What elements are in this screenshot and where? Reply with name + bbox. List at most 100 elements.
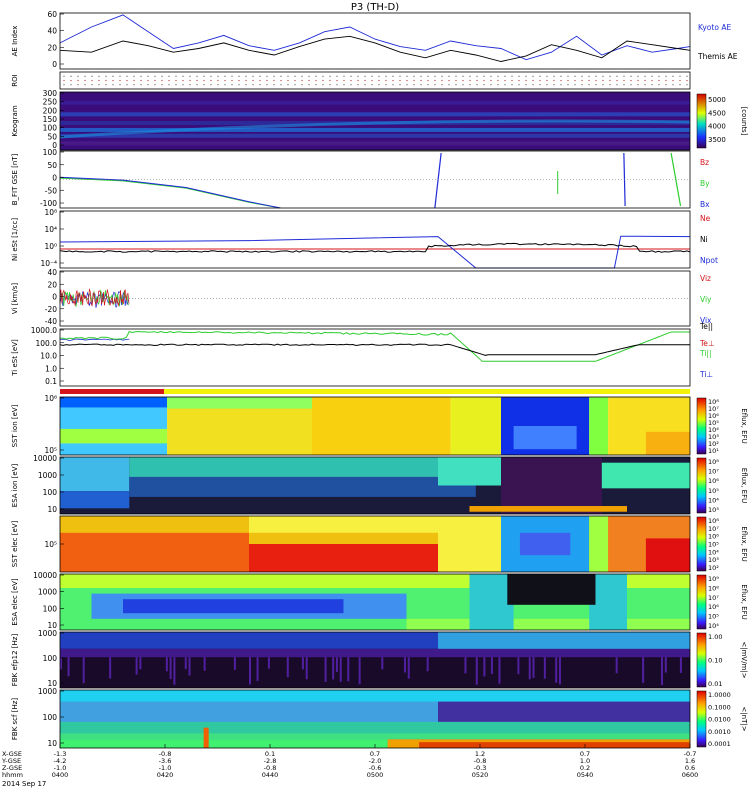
esa-elec-panel-ylabel: ESA elec [eV] xyxy=(11,578,19,625)
sst-ion-heatmap xyxy=(60,397,690,455)
fbk-scm-panel-ylabel: FBK scf [Hz] xyxy=(11,698,19,740)
ae-panel-ytick: 60 xyxy=(47,10,57,19)
bfield-panel-ytick: 50 xyxy=(47,161,57,170)
velocity-panel-ytick: 20 xyxy=(47,280,57,289)
density-series-2 xyxy=(60,243,690,252)
sst-elec-heatmap xyxy=(60,516,690,572)
fbk-e12-panel-ytick: 1000 xyxy=(38,629,57,638)
esa-elec-panel-ytick: 10000 xyxy=(33,571,57,580)
temp-series-ti-par xyxy=(60,332,690,362)
esa_ion-cbar-tick: 10³ xyxy=(708,506,719,514)
xaxis-value: 0540 xyxy=(577,771,594,779)
esa-ion-panel-ytick: 1000 xyxy=(38,471,57,480)
bfield-legend-bz: Bz xyxy=(700,158,709,167)
xaxis-row-label: hhmm xyxy=(2,771,23,779)
density-panel-ylabel: Ni eSt [1/cc] xyxy=(11,218,19,261)
sst-elec-panel-ytick: 10⁵ xyxy=(44,540,57,549)
keogram-panel-ytick: 150 xyxy=(43,115,58,124)
esa_elec-colorbar xyxy=(697,575,706,629)
esa_ion-colorbar xyxy=(697,458,706,513)
temperature-panel-ytick: 1000.0 xyxy=(31,326,57,335)
esa_elec-cbar-tick: 10⁸ xyxy=(708,584,719,592)
fbk-scm-panel-ytick: 10 xyxy=(47,739,57,748)
esa_elec-cbar-tick: 10⁵ xyxy=(708,613,719,621)
fbk_scm-cbar-tick: 0.0100 xyxy=(708,716,731,724)
esa_ion-cbar-tick: 10⁸ xyxy=(708,458,719,466)
bfield-spike xyxy=(435,153,441,208)
legend-themis-ae: Themis AE xyxy=(697,52,738,61)
keogram-panel-ytick: 200 xyxy=(43,106,58,115)
velocity-legend-viy: Viy xyxy=(700,295,712,304)
esa-ion-panel-ylabel: ESA ion [eV] xyxy=(11,464,19,508)
ae-series-1 xyxy=(60,36,690,61)
esa-ion-panel-ytick: 100 xyxy=(43,488,58,497)
xaxis-value: 0600 xyxy=(682,771,699,779)
ae-panel-ytick: 40 xyxy=(47,27,57,36)
roi-panel-ylabel: ROI xyxy=(11,74,19,86)
bfield-series-2 xyxy=(60,177,281,208)
sst_elec-cbar-tick: 10² xyxy=(708,564,719,572)
xaxis-value: 0420 xyxy=(157,771,174,779)
bfield-legend-by: By xyxy=(700,179,710,188)
xaxis-value: 0440 xyxy=(262,771,279,779)
sst_elec-cbar-tick: 10³ xyxy=(708,556,719,564)
xaxis-value: 0400 xyxy=(52,771,69,779)
esa_ion-cbar-tick: 10⁴ xyxy=(708,496,719,504)
temp-series-te xyxy=(60,344,690,355)
esa_elec-cbar-tick: 10⁴ xyxy=(708,622,719,630)
sst_elec-colorbar xyxy=(697,517,706,571)
temperature-panel-ytick: 0.1 xyxy=(45,377,57,386)
density-panel-frame xyxy=(60,211,690,268)
keogram-heatmap xyxy=(60,92,690,150)
keogram-panel-ytick: 300 xyxy=(43,89,58,98)
sst-elec-panel-ylabel: SST elec [eV] xyxy=(11,520,19,567)
fbk-scm-heatmap xyxy=(60,690,690,748)
ae-panel-ytick: 0 xyxy=(52,60,57,69)
temp-legend-2: Ti|| xyxy=(699,349,712,358)
ae-panel-ytick: 20 xyxy=(47,43,57,52)
fbk_scm-colorbar xyxy=(697,691,706,747)
sst_elec-cbar-tick: 10⁶ xyxy=(708,533,719,541)
fbk_scm-cbar-tick: 0.0010 xyxy=(708,728,731,736)
density-legend-ne: Ne xyxy=(700,214,711,223)
esa_ion-cbar-tick: 10⁵ xyxy=(708,487,719,495)
fbk-e12-panel-ytick: 100 xyxy=(43,654,58,663)
esa_elec-cbar-tick: 10⁹ xyxy=(708,575,719,583)
velocity-panel-ytick: 0 xyxy=(52,293,57,302)
esa-elec-panel-ytick: 100 xyxy=(43,604,58,613)
density-panel-ytick: 10⁸ xyxy=(44,208,57,217)
fbk_e12-cbar-tick: 1.00 xyxy=(708,633,722,641)
esa-elec-heatmap xyxy=(60,574,690,630)
fbk_e12-cbar-tick: 0.10 xyxy=(708,657,722,665)
bfield-panel-ytick: -50 xyxy=(45,186,57,195)
temperature-panel-ytick: 100.0 xyxy=(36,339,58,348)
sst_ion-colorbar xyxy=(697,398,706,454)
bfield-panel-ytick: 100 xyxy=(43,148,58,157)
bfield-panel-ytick: 0 xyxy=(52,174,57,183)
panels: Kyoto AEThemis AEAE Index6040200ROI50004… xyxy=(11,10,748,748)
sst_elec-cbar-tick: 10⁸ xyxy=(708,517,719,525)
esa-ion-panel-ytick: 10000 xyxy=(33,454,57,463)
sst-ion-panel-ytick: 10⁶ xyxy=(44,394,57,403)
xaxis-value: 0500 xyxy=(367,771,384,779)
keogram-panel-ylabel: Keogram xyxy=(11,105,19,136)
sst_elec-cbar-tick: 10⁵ xyxy=(708,541,719,549)
plot-date: 2014 Sep 17 xyxy=(2,780,46,788)
keogram-cbar-tick: 4500 xyxy=(708,109,726,117)
mode-bar-fast xyxy=(60,389,164,394)
density-legend-ni: Ni xyxy=(700,235,708,244)
fbk-scm-panel-ytick: 1000 xyxy=(38,687,57,696)
temp-legend-3: Ti⊥ xyxy=(699,370,713,379)
velocity-panel-ylabel: Vi [km/s] xyxy=(11,283,19,314)
esa_elec-cbar-label: Eflux, EFU xyxy=(740,584,748,619)
esa-ion-panel-ytick: 10 xyxy=(47,505,57,514)
density-panel-ytick: 10⁰ xyxy=(44,242,57,251)
esa_elec-cbar-tick: 10⁶ xyxy=(708,603,719,611)
ae-series-0 xyxy=(60,15,690,60)
plot-title: P3 (TH-D) xyxy=(351,2,399,13)
sst_ion-cbar-label: Eflux, EFU xyxy=(740,408,748,443)
temp-legend-0: Te|| xyxy=(699,322,713,331)
temperature-panel-frame xyxy=(60,329,690,386)
esa-elec-panel-ytick: 1000 xyxy=(38,588,57,597)
density-legend-npot: Npot xyxy=(700,256,718,265)
